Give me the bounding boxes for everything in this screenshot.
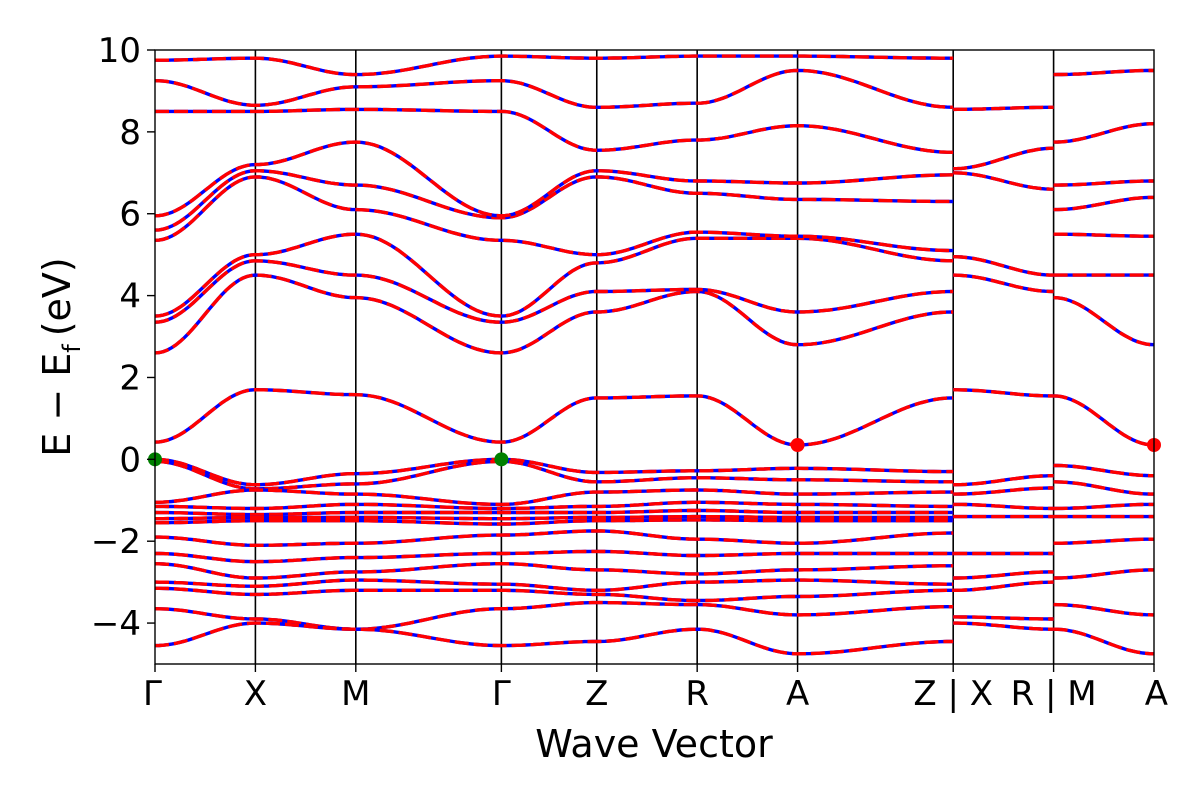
band-line-spin-up — [155, 68, 954, 109]
band-line-spin-up — [953, 255, 1054, 277]
x-tick-label: Z | X — [913, 674, 993, 714]
band-line-spin-up — [1053, 394, 1154, 447]
y-axis-ticks: −4 −2 0 2 4 6 8 10 — [91, 31, 155, 644]
band-line-spin-up — [155, 273, 954, 355]
band-line-spin-up — [155, 387, 954, 447]
band-line-spin-up — [953, 486, 1054, 496]
band-line-spin-up — [155, 259, 954, 324]
band-line-spin-up — [953, 502, 1054, 511]
x-tick-label: R — [685, 674, 709, 714]
x-tick-label: A — [786, 674, 809, 714]
band-line-spin-up — [155, 578, 954, 592]
x-tick-label: A — [1145, 674, 1168, 714]
band-line-spin-up — [155, 488, 954, 507]
band-line-spin-down — [1053, 394, 1154, 447]
band-line-spin-up — [953, 580, 1054, 592]
cbm-marker — [790, 438, 805, 453]
band-line-spin-up — [953, 105, 1054, 112]
band-line-spin-up — [953, 621, 1054, 631]
band-line-spin-up — [155, 600, 954, 631]
band-line-spin-up — [155, 107, 954, 154]
band-line-spin-up — [155, 140, 954, 218]
x-axis-ticks: Γ X M Γ Z R A Z | X R | M A — [143, 664, 1168, 714]
band-line-spin-up — [155, 169, 954, 232]
band-line-spin-up — [1053, 537, 1154, 545]
band-line-spin-up — [155, 514, 954, 521]
band-line-spin-down — [155, 259, 954, 324]
band-line-spin-up — [953, 388, 1054, 398]
band-line-spin-up — [1053, 602, 1154, 617]
band-line-spin-up — [1053, 179, 1154, 187]
band-line-spin-up — [953, 615, 1054, 621]
x-axis-label: Wave Vector — [535, 722, 773, 766]
band-line-spin-up — [155, 175, 954, 257]
band-line-spin-up — [155, 562, 954, 580]
band-line-spin-up — [155, 508, 954, 517]
y-tick-label: 0 — [119, 440, 141, 480]
band-line-spin-up — [1053, 480, 1154, 496]
band-line-spin-down — [1053, 295, 1154, 347]
band-line-spin-up — [1053, 68, 1154, 77]
band-line-spin-up — [1053, 463, 1154, 478]
band-line-spin-up — [953, 273, 1054, 294]
x-tick-label: Γ — [492, 674, 511, 714]
y-tick-label: 4 — [119, 277, 141, 317]
y-tick-label: 10 — [98, 31, 141, 71]
band-line-spin-up — [155, 586, 954, 603]
band-line-spin-down — [155, 621, 954, 656]
band-line-spin-down — [155, 107, 954, 154]
band-line-spin-up — [953, 474, 1054, 487]
band-line-spin-up — [155, 500, 954, 511]
band-line-spin-up — [953, 171, 1054, 191]
y-tick-label: 6 — [119, 195, 141, 235]
band-line-spin-up — [953, 570, 1054, 580]
y-tick-label: −2 — [91, 522, 141, 562]
x-tick-label: X — [244, 674, 267, 714]
band-line-spin-up — [953, 146, 1054, 171]
y-tick-label: 2 — [119, 358, 141, 398]
y-tick-label: 8 — [119, 113, 141, 153]
x-tick-label: Γ — [143, 674, 162, 714]
x-tick-label: R | M — [1011, 674, 1097, 714]
band-line-spin-up — [1053, 568, 1154, 580]
band-lines — [155, 54, 1154, 656]
band-line-spin-up — [155, 457, 954, 487]
band-line-spin-up — [155, 549, 954, 564]
band-line-spin-up — [155, 54, 954, 77]
band-line-spin-up — [1053, 295, 1154, 347]
x-tick-label: Z — [585, 674, 608, 714]
plot-frame — [154, 49, 1155, 665]
band-line-spin-up — [155, 518, 954, 526]
band-line-spin-up — [1053, 195, 1154, 212]
band-line-spin-up — [1053, 232, 1154, 238]
vbm-marker — [494, 452, 509, 467]
band-line-spin-up — [155, 529, 954, 547]
band-line-spin-up — [155, 232, 954, 318]
band-line-spin-up — [155, 621, 954, 656]
x-tick-label: M — [341, 674, 370, 714]
band-line-spin-down — [1053, 627, 1154, 656]
band-line-spin-up — [1053, 122, 1154, 144]
band-line-spin-up — [1053, 627, 1154, 656]
band-line-spin-up — [1053, 502, 1154, 511]
band-line-spin-up — [155, 459, 954, 491]
y-axis-label: E − Ef(eV) — [35, 257, 86, 457]
y-tick-label: −4 — [91, 604, 141, 644]
band-edge-markers — [148, 438, 1161, 467]
